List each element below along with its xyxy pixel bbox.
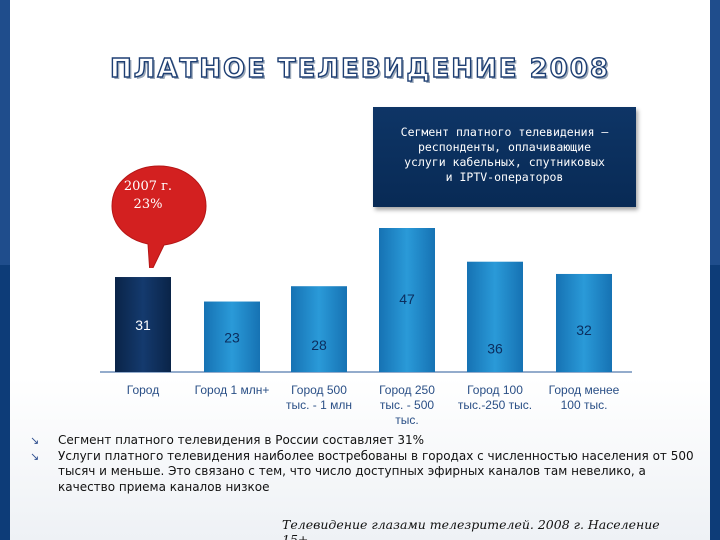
callout-text: 2007 г. 23%: [104, 178, 192, 214]
chart-bar: [204, 301, 260, 372]
arrow-icon: ↘: [30, 434, 40, 447]
legend-line: услуги кабельных, спутниковых: [404, 155, 605, 169]
legend-line: и IPTV-операторов: [445, 170, 564, 184]
data-label: 23: [224, 330, 240, 346]
legend-line: Сегмент платного телевидения –: [400, 125, 609, 139]
category-label: Город 250: [379, 383, 435, 397]
data-label: 28: [311, 337, 327, 353]
bullet-text: Сегмент платного телевидения в России со…: [58, 433, 425, 447]
category-label: Город 100: [467, 383, 523, 397]
callout-bubble: [111, 165, 207, 268]
category-label: тыс.: [395, 413, 418, 427]
chart-bar: [556, 273, 612, 372]
slide-background: [10, 0, 710, 540]
category-label: тыс. - 500: [380, 398, 434, 412]
arrow-icon: ↘: [30, 449, 40, 463]
category-label: Город менее: [549, 383, 620, 397]
data-label: 31: [135, 317, 151, 333]
data-label: 32: [576, 322, 592, 338]
chart-bar: [379, 228, 435, 372]
legend-line: респонденты, оплачивающие: [417, 140, 592, 154]
bullet-list: ↘ Сегмент платного телевидения в России …: [30, 433, 695, 495]
category-label: тыс. - 1 млн: [286, 398, 352, 412]
data-label: 36: [487, 341, 503, 357]
chart-bar: [467, 261, 523, 372]
legend-box: Сегмент платного телевидения – респонден…: [373, 107, 636, 207]
bullet-item: ↘ Услуги платного телевидения наиболее в…: [30, 449, 695, 496]
category-label: Город: [127, 383, 159, 397]
chart-bar: [291, 286, 347, 372]
chart-bar: [115, 277, 171, 372]
page-title: ПЛАТНОЕ ТЕЛЕВИДЕНИЕ 2008: [109, 53, 610, 84]
callout-value: 23%: [133, 197, 163, 212]
bullet-text: Услуги платного телевидения наиболее вос…: [58, 448, 694, 494]
callout-year: 2007 г.: [123, 179, 173, 194]
category-label: Город 1 млн+: [195, 383, 270, 397]
category-label: тыс.-250 тыс.: [458, 398, 532, 412]
category-label: Город 500: [291, 383, 347, 397]
category-label: 100 тыс.: [561, 398, 608, 412]
source-note: Телевидение глазами телезрителей. 2008 г…: [282, 517, 660, 540]
data-label: 47: [399, 291, 415, 307]
bullet-item: ↘ Сегмент платного телевидения в России …: [30, 433, 695, 449]
